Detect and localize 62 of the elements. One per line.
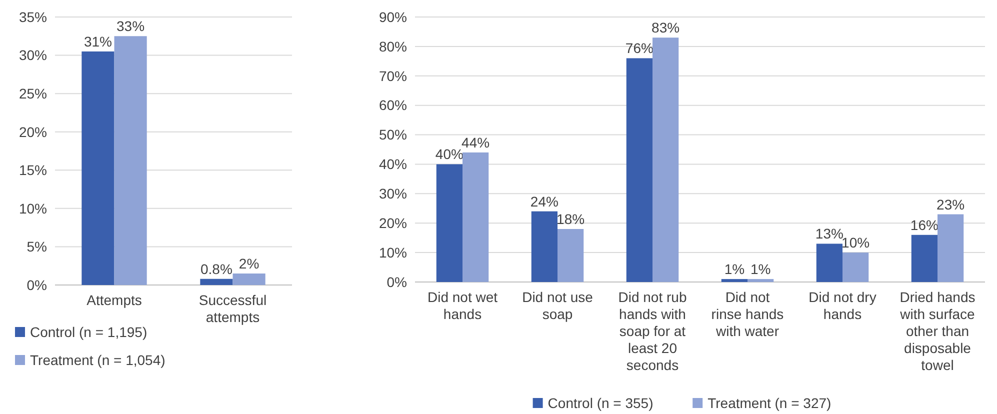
data-label: 23% <box>936 196 965 212</box>
bar <box>721 279 748 282</box>
y-tick-label: 15% <box>18 162 47 178</box>
data-label: 1% <box>724 261 745 278</box>
bar <box>531 211 558 282</box>
y-tick-label: 30% <box>378 186 407 202</box>
legend-label: Control (n = 355) <box>548 395 654 411</box>
y-tick-label: 10% <box>18 200 47 216</box>
data-label: 0.8% <box>200 260 232 277</box>
y-tick-label: 25% <box>18 85 47 102</box>
bar <box>558 229 584 282</box>
bar <box>436 164 462 282</box>
data-label: 24% <box>530 193 558 210</box>
y-tick-label: 90% <box>378 8 407 25</box>
x-tick-label: Attempts <box>86 292 142 308</box>
y-tick-label: 20% <box>378 215 407 232</box>
data-label: 2% <box>238 256 260 272</box>
bar <box>462 152 489 282</box>
data-label: 40% <box>435 146 464 162</box>
x-tick-label: Dried hands with surface other than disposable towel <box>899 289 976 373</box>
x-tick-label: Did not use soap <box>522 289 594 322</box>
data-label: 10% <box>842 234 870 251</box>
y-tick-label: 60% <box>378 97 407 114</box>
x-tick-label: Did not wet hands <box>427 289 498 322</box>
y-tick-label: 5% <box>26 238 47 255</box>
data-label: 83% <box>652 20 680 36</box>
y-tick-label: 0% <box>386 274 407 290</box>
bar <box>200 278 233 285</box>
data-label: 16% <box>910 216 938 233</box>
data-label: 44% <box>462 134 490 150</box>
bar <box>938 214 964 282</box>
bar <box>911 234 938 282</box>
bar <box>232 274 266 285</box>
x-tick-label: Successful attempts <box>198 292 267 325</box>
bar <box>842 252 869 282</box>
y-tick-label: 10% <box>378 244 407 260</box>
legend-label: Control (n = 1,195) <box>30 324 148 340</box>
data-label: 31% <box>84 33 112 50</box>
bar <box>652 38 679 282</box>
data-label: 1% <box>750 261 771 278</box>
x-tick-label: Did not dry hands <box>808 289 876 322</box>
bar <box>114 36 147 285</box>
data-label: 33% <box>116 18 145 34</box>
bar <box>82 51 114 285</box>
x-tick-label: Did not rub hands with soap for at least 20 seconds <box>618 289 687 373</box>
y-tick-label: 50% <box>378 126 407 143</box>
data-label: 18% <box>556 211 585 227</box>
data-label: 13% <box>815 226 844 242</box>
bar <box>626 58 652 282</box>
y-tick-label: 70% <box>378 68 407 84</box>
x-tick-label: Did not rinse hands with water <box>711 289 784 339</box>
bar <box>748 279 774 282</box>
legend-label: Treatment (n = 1,054) <box>30 352 166 368</box>
y-tick-label: 80% <box>378 38 407 54</box>
y-tick-label: 35% <box>18 8 47 25</box>
y-tick-label: 20% <box>18 124 47 140</box>
y-tick-label: 0% <box>26 276 47 293</box>
legend-label: Treatment (n = 327) <box>708 395 832 411</box>
y-tick-label: 40% <box>378 156 407 172</box>
data-label: 76% <box>625 40 654 56</box>
bar <box>816 244 842 282</box>
y-tick-label: 30% <box>18 47 47 64</box>
